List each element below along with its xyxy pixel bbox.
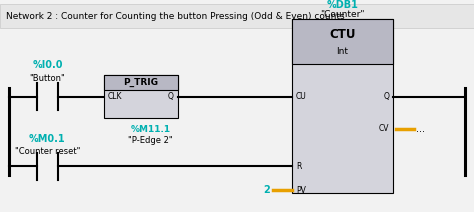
- Text: CTU: CTU: [329, 28, 356, 41]
- Text: %DB1: %DB1: [327, 0, 358, 10]
- Text: "P-Edge 2": "P-Edge 2": [128, 136, 173, 145]
- Text: R: R: [296, 162, 301, 171]
- Text: P_TRIG: P_TRIG: [124, 78, 158, 87]
- Bar: [292, 19, 393, 64]
- Text: Q: Q: [168, 92, 174, 101]
- Text: CLK: CLK: [108, 92, 123, 101]
- Bar: [292, 19, 393, 193]
- Text: CV: CV: [379, 124, 389, 133]
- Text: Network 2 : Counter for Counting the button Pressing (Odd & Even) counts: Network 2 : Counter for Counting the but…: [6, 12, 344, 21]
- Text: 2: 2: [263, 185, 270, 195]
- Bar: [104, 75, 178, 91]
- Text: Q: Q: [383, 92, 389, 101]
- Bar: [0, 4, 474, 28]
- Text: "Button": "Button": [29, 74, 65, 83]
- Bar: [104, 75, 178, 119]
- Text: Int: Int: [337, 47, 348, 56]
- Text: ...: ...: [416, 124, 425, 134]
- Text: CU: CU: [296, 92, 307, 101]
- Text: %M11.1: %M11.1: [130, 125, 171, 134]
- Text: "Counter": "Counter": [320, 10, 365, 19]
- Text: %M0.1: %M0.1: [29, 134, 66, 144]
- Text: "Counter reset": "Counter reset": [15, 147, 80, 156]
- Text: %I0.0: %I0.0: [32, 60, 63, 70]
- Text: PV: PV: [296, 186, 306, 195]
